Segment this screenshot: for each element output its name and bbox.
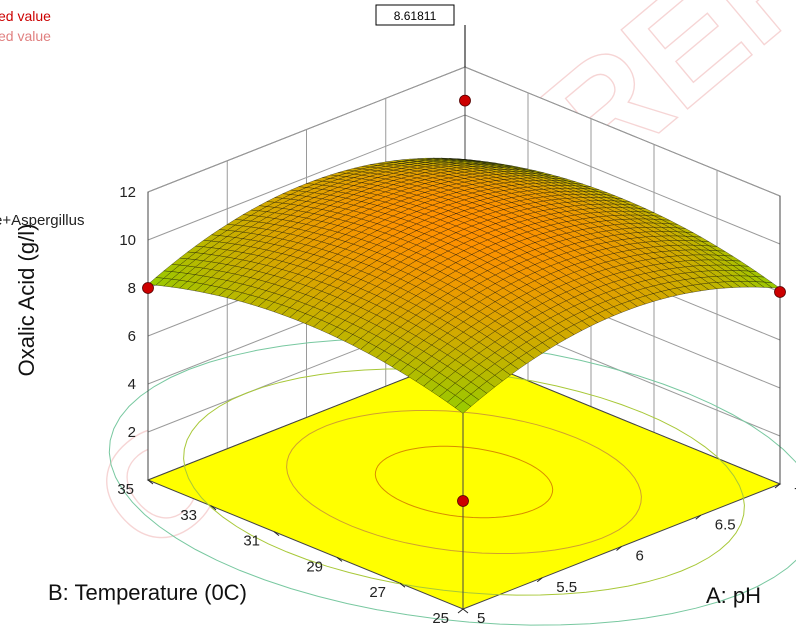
z-axis-title: Oxalic Acid (g/l) xyxy=(14,224,39,377)
above-surface-points xyxy=(142,94,786,507)
floor-contour xyxy=(183,368,745,596)
z-tick-label: 4 xyxy=(128,376,136,393)
y-tick-mark xyxy=(210,505,217,511)
x-axis-title: A: pH xyxy=(706,583,761,608)
z-tick-label: 8 xyxy=(128,280,136,297)
legend-entry-design: ed value xyxy=(0,8,51,24)
design-point xyxy=(774,286,786,298)
floor-contour xyxy=(374,445,554,519)
z-tick-label: 10 xyxy=(119,232,136,249)
design-point xyxy=(459,94,471,107)
x-tick-mark xyxy=(774,483,781,489)
x-tick-label: 5.5 xyxy=(556,579,577,596)
readout-value: 8.61811 xyxy=(394,9,437,23)
z-tick-label: 2 xyxy=(128,424,136,441)
floor-contour xyxy=(286,410,642,554)
x-tick-mark xyxy=(457,608,464,614)
right-wall-gridline xyxy=(464,66,781,197)
value-readout: 8.61811 xyxy=(375,4,455,26)
x-tick-mark xyxy=(536,577,543,583)
y-tick-mark xyxy=(273,531,280,536)
z-tick-label: 12 xyxy=(119,184,136,201)
x-tick-label: 5 xyxy=(477,610,485,626)
x-tick-mark xyxy=(695,514,702,520)
z-tick-label: 6 xyxy=(128,328,136,345)
design-point xyxy=(457,495,469,507)
y-tick-mark xyxy=(336,557,343,562)
x-tick-label: 7 xyxy=(794,485,796,502)
y-tick-label: 35 xyxy=(117,481,134,498)
response-label: e+Aspergillus xyxy=(0,212,84,229)
surface-cell xyxy=(454,400,472,414)
response-surface xyxy=(147,157,781,414)
floor-contour xyxy=(108,338,796,626)
y-tick-label: 31 xyxy=(243,533,260,550)
y-axis-title: B: Temperature (0C) xyxy=(48,580,247,605)
x-tick-label: 6 xyxy=(636,548,644,565)
tick-labels: 2 4 6 8 10 12 5 5.5 6 6.5 7 25 27 29 31 33 35 xyxy=(117,184,796,626)
x-tick-label: 6.5 xyxy=(715,516,736,533)
y-tick-mark xyxy=(147,479,154,485)
y-tick-label: 27 xyxy=(369,584,386,601)
legend: ed value ed value xyxy=(0,8,51,44)
design-point xyxy=(142,282,154,294)
y-tick-mark xyxy=(462,608,469,614)
y-tick-mark xyxy=(399,582,406,588)
legend-entry-below: ed value xyxy=(0,28,51,44)
right-wall-gridline xyxy=(464,114,781,245)
y-tick-label: 29 xyxy=(306,558,323,575)
y-tick-label: 25 xyxy=(432,610,449,626)
x-tick-mark xyxy=(616,546,622,551)
y-tick-label: 33 xyxy=(180,507,197,524)
